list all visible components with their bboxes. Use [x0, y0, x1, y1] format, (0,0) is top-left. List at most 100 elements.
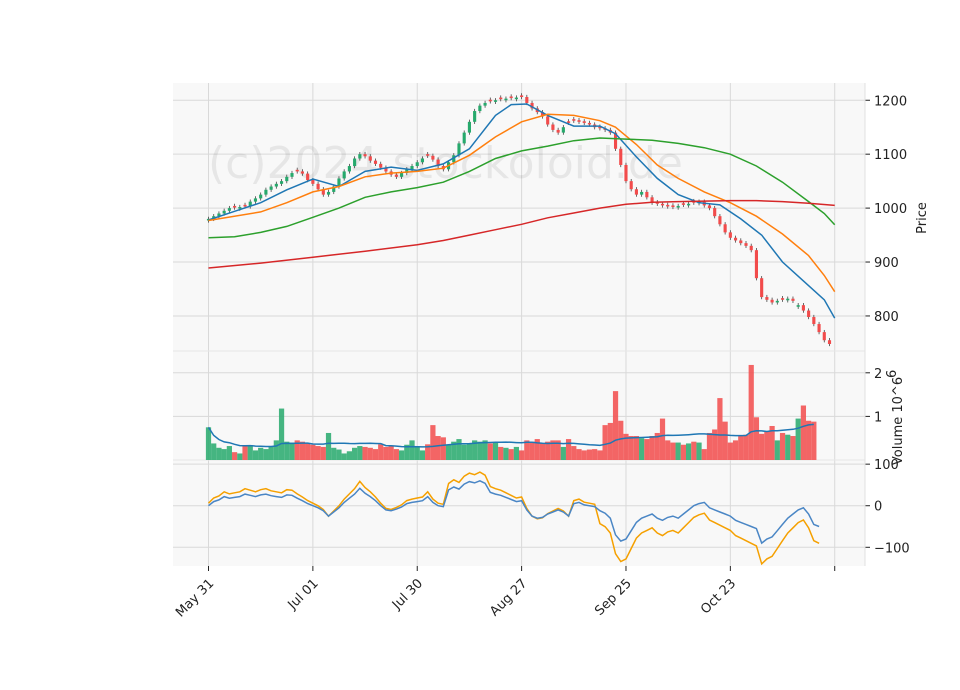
- price-tick-label: 1200: [874, 94, 907, 109]
- candle-body: [473, 111, 477, 122]
- price-axis-label: Price: [915, 202, 930, 234]
- volume-bar: [320, 446, 326, 460]
- volume-bar: [555, 440, 561, 460]
- volume-bar: [492, 442, 499, 460]
- candle-body: [734, 237, 738, 241]
- volume-bar: [779, 432, 786, 460]
- candle-body: [462, 132, 466, 144]
- candle-body: [640, 191, 644, 195]
- x-tick-label: Jul 30: [389, 576, 426, 613]
- volume-bar: [456, 439, 462, 460]
- x-tick-label: Aug 27: [487, 576, 530, 619]
- volume-bar: [811, 421, 817, 460]
- candle-body: [822, 332, 826, 341]
- volume-bar: [748, 364, 754, 460]
- x-tick-label: Jul 01: [285, 576, 322, 613]
- oscillator-signal-line: [207, 471, 820, 566]
- candle-body: [728, 232, 732, 238]
- candle-body: [436, 159, 440, 167]
- volume-bar: [242, 446, 248, 460]
- volume-bar: [409, 440, 415, 460]
- x-tick-label: May 31: [173, 576, 217, 620]
- volume-bar: [263, 449, 269, 460]
- candle-body: [363, 154, 367, 157]
- volume-bar: [273, 440, 279, 460]
- x-tick-label: Sep 25: [592, 576, 635, 619]
- candle-body: [707, 205, 712, 209]
- candle-body: [509, 96, 513, 99]
- volume-bar: [231, 452, 238, 460]
- candle-body: [551, 124, 555, 130]
- candle-body: [457, 143, 461, 156]
- candle-body: [744, 243, 748, 246]
- candle-body: [227, 208, 231, 211]
- candle-body: [567, 121, 571, 123]
- candle-body: [483, 102, 487, 106]
- volume-bar: [445, 444, 452, 460]
- volume-bar: [565, 439, 572, 460]
- volume-bar: [539, 443, 546, 460]
- volume-bar: [592, 449, 598, 460]
- candle-body: [801, 305, 805, 311]
- price-panel: [173, 83, 865, 351]
- volume-bar: [519, 450, 525, 460]
- candle-body: [666, 204, 670, 207]
- candle-body: [274, 183, 278, 187]
- volume-bar: [800, 405, 807, 460]
- candle-body: [326, 191, 331, 195]
- candle-body: [306, 173, 310, 181]
- volume-bar: [346, 451, 353, 460]
- volume-bar: [430, 425, 436, 460]
- volume-bar: [732, 440, 739, 460]
- volume-bar: [691, 441, 697, 460]
- volume-bar: [404, 444, 410, 460]
- candle-body: [650, 197, 654, 203]
- volume-bar: [529, 441, 535, 460]
- candle-body: [233, 205, 237, 208]
- volume-bar: [268, 446, 274, 460]
- candle-body: [587, 122, 592, 125]
- volume-bar: [576, 449, 582, 460]
- volume-bar: [586, 449, 593, 460]
- volume-bar: [524, 440, 530, 460]
- candle-body: [499, 97, 503, 100]
- candle-body: [556, 129, 560, 133]
- candle-body: [405, 169, 409, 174]
- volume-bar: [649, 436, 655, 460]
- volume-bar: [701, 449, 707, 460]
- candle-body: [384, 167, 388, 172]
- candle-body: [530, 102, 534, 109]
- volume-bar: [612, 391, 619, 460]
- volume-bar: [378, 444, 384, 460]
- volume-bar: [581, 450, 587, 460]
- volume-axis-label: Volume 10^6: [891, 377, 906, 465]
- volume-bar: [247, 445, 253, 460]
- candle-body: [478, 105, 482, 112]
- volume-bar: [571, 446, 577, 460]
- volume-bar: [534, 439, 540, 460]
- volume-bar: [503, 447, 509, 460]
- volume-bar: [659, 418, 666, 460]
- candle-body: [243, 204, 247, 207]
- candle-body: [812, 317, 816, 325]
- candle-body: [431, 155, 435, 160]
- volume-bar: [252, 450, 259, 460]
- volume-bar: [795, 418, 801, 460]
- candle-body: [619, 148, 623, 165]
- candle-body: [311, 180, 315, 184]
- volume-bar: [680, 444, 686, 460]
- volume-bar: [461, 444, 467, 460]
- candle-body: [634, 189, 638, 195]
- candle-body: [582, 121, 586, 123]
- volume-bar: [278, 408, 285, 460]
- candle-body: [514, 97, 518, 100]
- candle-body: [259, 194, 263, 199]
- volume-bar: [388, 446, 394, 460]
- candle-body: [410, 166, 414, 170]
- candle-body: [353, 158, 357, 167]
- candle-body: [253, 198, 258, 202]
- volume-bar: [352, 447, 358, 460]
- candle-body: [300, 171, 304, 174]
- candle-body: [770, 299, 774, 303]
- candle-body: [749, 245, 753, 251]
